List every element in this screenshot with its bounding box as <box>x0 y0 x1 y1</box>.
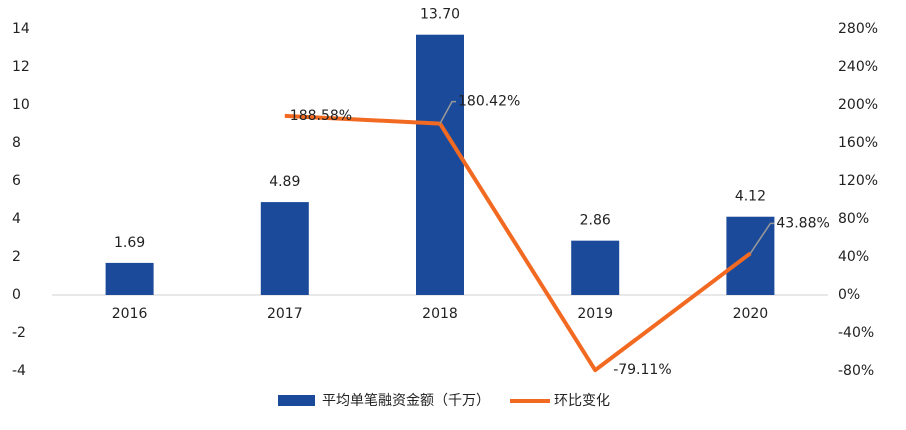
legend-label: 平均单笔融资金额（千万） <box>322 393 490 409</box>
y-tick-label: 4 <box>12 211 21 227</box>
y-tick-label: 14 <box>12 21 30 37</box>
leader-line <box>439 100 456 124</box>
data-label: -79.11% <box>613 362 671 378</box>
bar <box>416 34 464 295</box>
y2-tick-label: -80% <box>838 363 874 379</box>
y-tick-label: 10 <box>12 97 30 113</box>
y-tick-label: 12 <box>12 59 30 75</box>
x-tick-label: 2018 <box>422 306 458 322</box>
data-label: 4.12 <box>735 189 766 205</box>
data-label: 4.89 <box>269 174 300 190</box>
bar <box>571 240 620 295</box>
leader-line <box>749 222 775 254</box>
data-label: 13.70 <box>420 7 460 23</box>
x-tick-label: 2020 <box>733 306 769 322</box>
y2-tick-label: 200% <box>838 97 878 113</box>
y-tick-label: 0 <box>12 287 21 303</box>
x-tick-label: 2017 <box>267 306 303 322</box>
data-label: 180.42% <box>458 94 520 110</box>
data-label: 188.58% <box>290 108 352 124</box>
y-tick-label: -4 <box>12 363 26 379</box>
y2-tick-label: 0% <box>838 287 860 303</box>
y2-tick-label: 160% <box>838 135 878 151</box>
bar <box>260 202 309 295</box>
data-label: 1.69 <box>114 235 145 251</box>
y-tick-label: -2 <box>12 325 26 341</box>
y-tick-label: 8 <box>12 135 21 151</box>
x-tick-label: 2019 <box>577 306 613 322</box>
x-tick-label: 2016 <box>112 306 148 322</box>
data-label: 43.88% <box>776 215 829 231</box>
y2-tick-label: 120% <box>838 173 878 189</box>
y2-tick-label: 240% <box>838 59 878 75</box>
legend-swatch <box>278 395 315 406</box>
bar <box>105 262 154 295</box>
y2-tick-label: 40% <box>838 249 869 265</box>
line <box>284 113 752 373</box>
y-tick-label: 2 <box>12 249 21 265</box>
data-label: 2.86 <box>580 213 611 229</box>
y-tick-label: 6 <box>12 173 21 189</box>
y2-tick-label: 80% <box>838 211 869 227</box>
legend-label: 环比变化 <box>554 393 610 409</box>
y2-tick-label: 280% <box>838 21 878 37</box>
y2-tick-label: -40% <box>838 325 874 341</box>
